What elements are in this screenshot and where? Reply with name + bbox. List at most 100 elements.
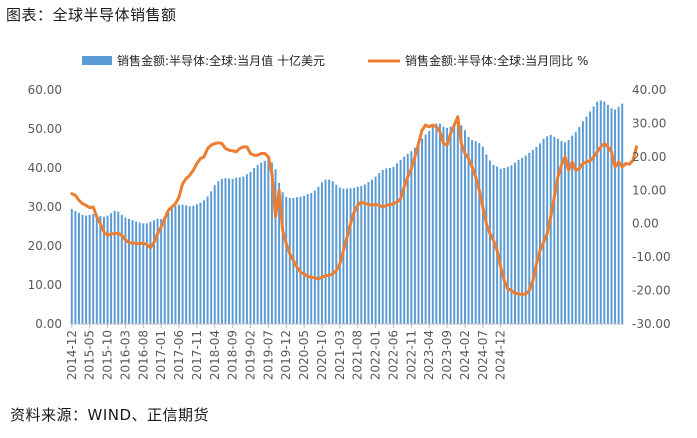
bar-27 <box>167 212 170 324</box>
bar-82 <box>363 184 366 324</box>
x-tick-label-4: 2016-08 <box>136 330 150 380</box>
bar-21 <box>145 223 148 324</box>
yoy-line <box>70 115 639 297</box>
bar-49 <box>245 174 248 324</box>
bar-86 <box>378 173 381 324</box>
bar-73 <box>331 181 334 324</box>
x-tick-label-1: 2015-05 <box>83 330 97 380</box>
bar-37 <box>203 200 206 324</box>
bar-144 <box>585 116 588 325</box>
bar-42 <box>220 178 223 324</box>
bar-84 <box>371 179 374 324</box>
x-tick-label-14: 2020-10 <box>315 330 329 380</box>
bar-43 <box>224 178 227 324</box>
bar-56 <box>270 162 273 324</box>
x-tick-label-5: 2017-01 <box>154 330 168 380</box>
bar-135 <box>553 136 556 324</box>
bar-130 <box>535 146 538 324</box>
bar-131 <box>539 143 541 324</box>
legend-line-label: 销售金额:半导体:全球:当月同比 % <box>405 53 588 68</box>
bar-138 <box>564 142 567 324</box>
bar-53 <box>260 162 263 324</box>
bar-29 <box>174 205 177 324</box>
bar-11 <box>110 213 113 324</box>
bar-36 <box>199 202 202 324</box>
bar-110 <box>463 130 466 324</box>
bar-19 <box>138 222 141 324</box>
bar-100 <box>428 130 431 324</box>
bar-152 <box>614 109 617 324</box>
bar-8 <box>99 215 102 324</box>
bar-91 <box>396 163 399 324</box>
bar-38 <box>206 196 209 324</box>
bar-83 <box>367 182 370 324</box>
bar-121 <box>503 168 506 324</box>
bar-41 <box>217 181 220 324</box>
x-tick-label-9: 2018-09 <box>226 330 240 380</box>
bar-99 <box>424 134 427 324</box>
bar-16 <box>127 219 130 324</box>
bar-94 <box>406 153 409 324</box>
bar-72 <box>328 179 331 324</box>
bar-series <box>70 100 624 325</box>
bar-61 <box>288 198 291 324</box>
legend: 销售金额:半导体:全球:当月值 十亿美元 销售金额:半导体:全球:当月同比 % <box>82 53 588 68</box>
y-right-tick-1: -20.00 <box>632 284 671 298</box>
axes: 0.00 10.00 20.00 30.00 40.00 50.00 60.00 -30.00… <box>28 83 671 380</box>
bar-127 <box>524 155 527 324</box>
bar-15 <box>124 217 127 324</box>
line-series <box>70 115 639 297</box>
y-left-tick-6: 60.00 <box>28 83 62 97</box>
bar-109 <box>460 125 463 325</box>
bar-34 <box>192 205 195 324</box>
bar-119 <box>496 166 499 324</box>
bar-2 <box>77 212 80 324</box>
x-tick-label-22: 2024-02 <box>458 330 472 380</box>
bar-115 <box>481 146 484 324</box>
x-tick-label-24: 2024-12 <box>494 330 508 380</box>
bar-24 <box>156 218 159 324</box>
bar-17 <box>131 220 134 324</box>
bar-68 <box>313 190 316 324</box>
bar-103 <box>438 123 441 324</box>
bar-124 <box>514 162 516 324</box>
bar-96 <box>413 147 416 324</box>
bar-76 <box>342 188 345 324</box>
bar-125 <box>517 159 520 324</box>
bar-113 <box>474 141 477 324</box>
bar-52 <box>256 164 259 324</box>
bar-149 <box>603 101 606 324</box>
x-tick-label-7: 2017-11 <box>190 330 204 380</box>
bar-45 <box>231 178 234 324</box>
bar-104 <box>442 126 445 324</box>
bar-14 <box>120 214 123 324</box>
bar-5 <box>88 214 91 324</box>
y-left-tick-1: 10.00 <box>28 278 62 292</box>
bar-30 <box>178 204 180 324</box>
bar-150 <box>606 104 609 324</box>
bar-23 <box>153 220 155 324</box>
bar-25 <box>160 219 163 324</box>
bar-111 <box>467 136 470 324</box>
source-note: 资料来源：WIND、正信期货 <box>10 406 210 424</box>
bar-102 <box>435 123 438 324</box>
bar-20 <box>142 223 145 324</box>
bar-101 <box>431 126 434 324</box>
x-tick-label-23: 2024-07 <box>476 330 490 380</box>
x-tick-label-10: 2019-02 <box>244 330 258 380</box>
bar-65 <box>303 195 306 324</box>
bar-54 <box>263 160 266 324</box>
bar-81 <box>360 185 363 324</box>
bar-48 <box>242 176 245 324</box>
bar-145 <box>589 111 592 324</box>
bar-137 <box>560 141 563 324</box>
bar-120 <box>499 168 502 324</box>
x-tick-label-3: 2016-03 <box>118 330 132 380</box>
bar-93 <box>403 156 406 324</box>
x-tick-label-11: 2019-07 <box>261 330 275 380</box>
x-tick-label-20: 2023-04 <box>422 330 436 380</box>
bar-4 <box>85 215 88 324</box>
bar-46 <box>235 177 238 324</box>
y-right-tick-4: 10.00 <box>632 183 666 197</box>
bar-142 <box>578 127 581 324</box>
